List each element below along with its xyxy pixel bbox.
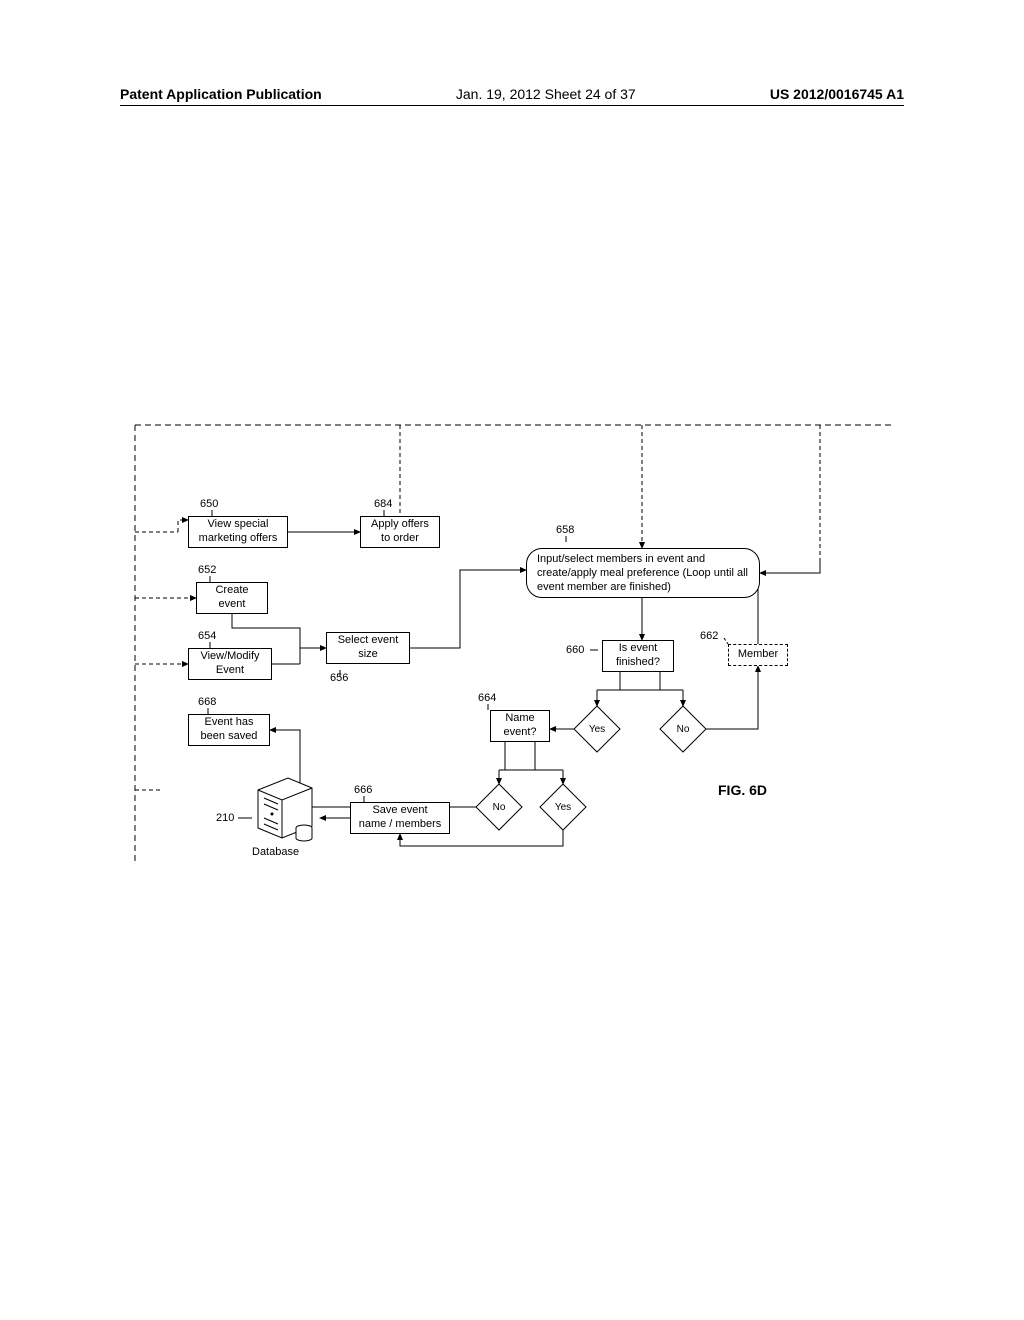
- diamond-no-2: No: [476, 784, 522, 830]
- diamond-no-1-label: No: [677, 724, 690, 735]
- diamond-yes-2-label: Yes: [555, 802, 571, 813]
- connectors-svg: [0, 0, 1024, 1320]
- ref-664: 664: [478, 692, 496, 704]
- ref-654: 654: [198, 630, 216, 642]
- diamond-no-2-label: No: [493, 802, 506, 813]
- database-icon: [258, 778, 312, 841]
- box-650: View special marketing offers: [188, 516, 288, 548]
- figure-label: FIG. 6D: [718, 782, 767, 798]
- ref-660: 660: [566, 644, 584, 656]
- diamond-yes-2: Yes: [540, 784, 586, 830]
- box-660: Is event finished?: [602, 640, 674, 672]
- ref-662: 662: [700, 630, 718, 642]
- box-684: Apply offers to order: [360, 516, 440, 548]
- ref-668: 668: [198, 696, 216, 708]
- diamond-yes-1-label: Yes: [589, 724, 605, 735]
- ref-210: 210: [216, 812, 234, 824]
- ref-650: 650: [200, 498, 218, 510]
- diagram-canvas: View special marketing offers Apply offe…: [0, 0, 1024, 1320]
- box-668: Event has been saved: [188, 714, 270, 746]
- box-664: Name event?: [490, 710, 550, 742]
- box-666: Save event name / members: [350, 802, 450, 834]
- ref-666: 666: [354, 784, 372, 796]
- ref-658: 658: [556, 524, 574, 536]
- diamond-yes-1: Yes: [574, 706, 620, 752]
- ref-684: 684: [374, 498, 392, 510]
- diamond-no-1: No: [660, 706, 706, 752]
- ref-656: 656: [330, 672, 348, 684]
- ref-652: 652: [198, 564, 216, 576]
- database-label: Database: [252, 846, 299, 858]
- box-654: View/Modify Event: [188, 648, 272, 680]
- box-656: Select event size: [326, 632, 410, 664]
- box-652: Create event: [196, 582, 268, 614]
- box-658: Input/select members in event and create…: [526, 548, 760, 598]
- box-662: Member: [728, 644, 788, 666]
